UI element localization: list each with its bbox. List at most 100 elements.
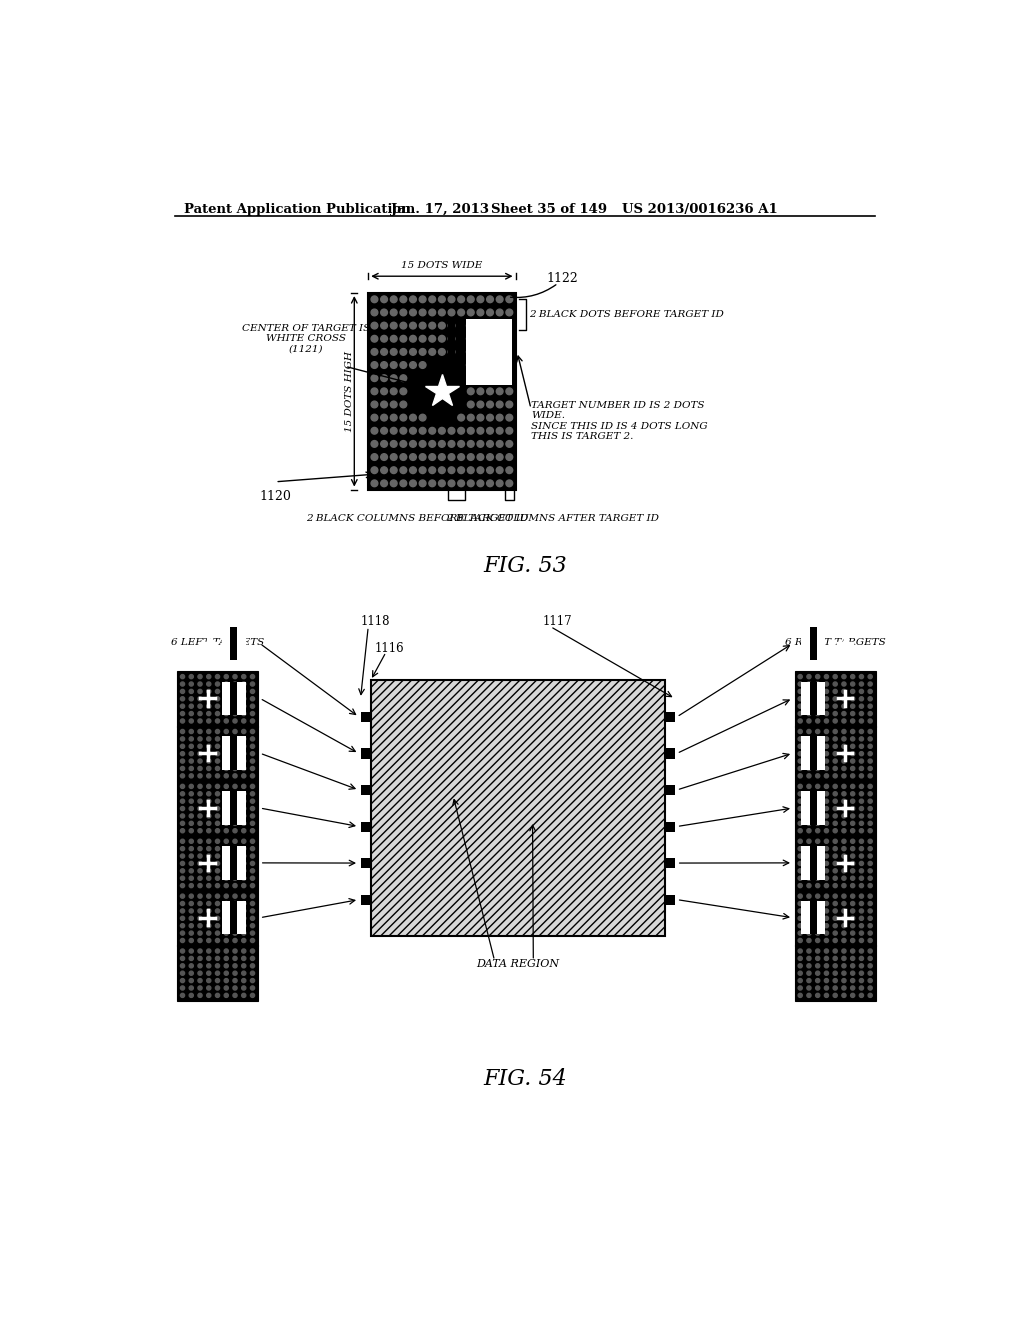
Circle shape: [798, 807, 802, 810]
Circle shape: [851, 924, 855, 928]
Circle shape: [842, 869, 846, 873]
Circle shape: [429, 441, 435, 447]
Circle shape: [807, 894, 811, 898]
Circle shape: [859, 759, 863, 763]
Circle shape: [198, 949, 202, 953]
Circle shape: [824, 972, 828, 975]
Bar: [801, 627, 825, 660]
Circle shape: [815, 719, 820, 723]
Circle shape: [467, 428, 474, 434]
Circle shape: [868, 869, 872, 873]
Circle shape: [842, 751, 846, 756]
Circle shape: [851, 711, 855, 715]
Circle shape: [467, 309, 474, 315]
Circle shape: [242, 744, 246, 748]
Circle shape: [497, 388, 503, 395]
Circle shape: [859, 924, 863, 928]
Circle shape: [798, 711, 802, 715]
Circle shape: [224, 876, 228, 880]
Circle shape: [824, 814, 828, 818]
Circle shape: [834, 719, 838, 723]
Circle shape: [851, 957, 855, 961]
Circle shape: [180, 767, 184, 771]
Circle shape: [851, 994, 855, 998]
Circle shape: [189, 730, 194, 734]
Circle shape: [180, 986, 184, 990]
Circle shape: [180, 924, 184, 928]
Circle shape: [807, 792, 811, 796]
Circle shape: [868, 719, 872, 723]
Circle shape: [842, 894, 846, 898]
Bar: [360, 748, 371, 759]
Circle shape: [438, 454, 445, 461]
Circle shape: [180, 799, 184, 804]
Circle shape: [224, 774, 228, 777]
Circle shape: [198, 869, 202, 873]
Circle shape: [400, 362, 407, 368]
Circle shape: [429, 322, 435, 329]
Circle shape: [224, 799, 228, 804]
Circle shape: [851, 719, 855, 723]
Circle shape: [390, 375, 397, 381]
Circle shape: [834, 737, 838, 741]
Circle shape: [215, 751, 219, 756]
Circle shape: [198, 972, 202, 975]
Circle shape: [381, 375, 387, 381]
Circle shape: [815, 840, 820, 843]
Circle shape: [815, 939, 820, 942]
Circle shape: [371, 454, 378, 461]
Circle shape: [198, 689, 202, 693]
Circle shape: [815, 737, 820, 741]
Circle shape: [851, 902, 855, 906]
Circle shape: [232, 924, 238, 928]
Circle shape: [180, 994, 184, 998]
Circle shape: [815, 883, 820, 887]
Circle shape: [198, 767, 202, 771]
Circle shape: [859, 957, 863, 961]
Circle shape: [807, 862, 811, 866]
Circle shape: [251, 840, 255, 843]
Circle shape: [842, 986, 846, 990]
Circle shape: [477, 309, 483, 315]
Circle shape: [815, 821, 820, 825]
Circle shape: [868, 840, 872, 843]
Circle shape: [824, 751, 828, 756]
Circle shape: [807, 704, 811, 709]
Circle shape: [390, 388, 397, 395]
Circle shape: [180, 894, 184, 898]
Circle shape: [251, 994, 255, 998]
Bar: [810, 902, 817, 935]
Circle shape: [477, 414, 483, 421]
Circle shape: [224, 704, 228, 709]
Circle shape: [851, 814, 855, 818]
Circle shape: [824, 840, 828, 843]
Circle shape: [798, 792, 802, 796]
Circle shape: [798, 869, 802, 873]
Circle shape: [251, 916, 255, 920]
Circle shape: [390, 414, 397, 421]
Circle shape: [180, 909, 184, 913]
Circle shape: [198, 730, 202, 734]
Circle shape: [215, 840, 219, 843]
Circle shape: [198, 774, 202, 777]
Circle shape: [180, 876, 184, 880]
Circle shape: [251, 846, 255, 850]
Circle shape: [851, 697, 855, 701]
Circle shape: [798, 689, 802, 693]
Circle shape: [815, 916, 820, 920]
Circle shape: [207, 916, 211, 920]
Circle shape: [180, 869, 184, 873]
Bar: [810, 681, 817, 715]
Circle shape: [834, 986, 838, 990]
Bar: [230, 902, 238, 935]
Circle shape: [824, 719, 828, 723]
Circle shape: [429, 480, 435, 487]
Circle shape: [815, 767, 820, 771]
Circle shape: [486, 467, 494, 474]
Circle shape: [189, 869, 194, 873]
Circle shape: [798, 730, 802, 734]
Circle shape: [834, 957, 838, 961]
Circle shape: [232, 854, 238, 858]
Circle shape: [198, 704, 202, 709]
Circle shape: [815, 682, 820, 686]
